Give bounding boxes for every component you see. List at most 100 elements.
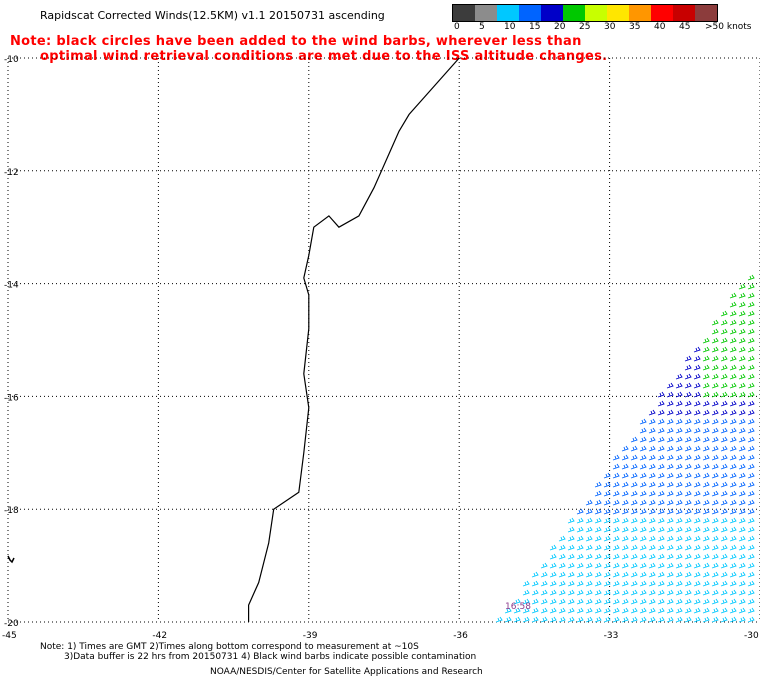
wind-barb [729, 490, 737, 497]
wind-barb [693, 364, 701, 371]
wind-barb [675, 517, 683, 524]
wind-barb [621, 589, 629, 596]
wind-barb [612, 553, 620, 560]
wind-barb [720, 373, 728, 380]
wind-barb [702, 409, 710, 416]
wind-barb [594, 508, 602, 515]
wind-barb [612, 463, 620, 470]
wind-barb [711, 400, 719, 407]
wind-barb [612, 481, 620, 488]
wind-barb [711, 382, 719, 389]
wind-barb [666, 454, 674, 461]
wind-barb [585, 508, 593, 515]
wind-barb [675, 571, 683, 578]
wind-barb [567, 598, 575, 605]
wind-barb [657, 490, 665, 497]
legend-tick: 5 [479, 22, 485, 32]
wind-barb [639, 553, 647, 560]
legend-tick: 0 [454, 22, 460, 32]
wind-barb [738, 292, 746, 299]
wind-barb [594, 553, 602, 560]
wind-barb [702, 481, 710, 488]
wind-barb [738, 463, 746, 470]
wind-barb [603, 589, 611, 596]
coastline [248, 57, 460, 622]
wind-barb [531, 571, 539, 578]
wind-barb [639, 616, 647, 623]
wind-barb [684, 571, 692, 578]
wind-barb [648, 544, 656, 551]
wind-barb [639, 544, 647, 551]
wind-barb [585, 544, 593, 551]
wind-barb [675, 463, 683, 470]
wind-barb [612, 508, 620, 515]
island-outline [7, 555, 15, 564]
wind-barb [567, 616, 575, 623]
wind-barb [576, 616, 584, 623]
wind-barb [585, 580, 593, 587]
wind-barb [702, 580, 710, 587]
wind-barb [540, 598, 548, 605]
wind-barb [720, 391, 728, 398]
wind-barb [738, 445, 746, 452]
wind-barb [720, 562, 728, 569]
wind-barb [666, 553, 674, 560]
wind-barb [666, 517, 674, 524]
wind-barb [522, 616, 530, 623]
lat-label: -12 [4, 168, 19, 178]
wind-barb [594, 526, 602, 533]
wind-barb [702, 607, 710, 614]
wind-barb [630, 436, 638, 443]
wind-barb [720, 427, 728, 434]
wind-barb [747, 328, 755, 335]
wind-barb [702, 571, 710, 578]
wind-barb [729, 472, 737, 479]
wind-barb [684, 589, 692, 596]
wind-barb [648, 463, 656, 470]
wind-barb [720, 544, 728, 551]
wind-barb [558, 553, 566, 560]
wind-barb [630, 535, 638, 542]
wind-barb [720, 517, 728, 524]
wind-barb [747, 490, 755, 497]
wind-barb [603, 616, 611, 623]
wind-barb [594, 616, 602, 623]
wind-barb [666, 382, 674, 389]
wind-barb [603, 499, 611, 506]
wind-barb [621, 544, 629, 551]
wind-barb [738, 337, 746, 344]
wind-barb [621, 499, 629, 506]
wind-barb [639, 562, 647, 569]
wind-barb [693, 499, 701, 506]
wind-barb [630, 571, 638, 578]
lat-label: -20 [4, 619, 19, 629]
wind-barb [648, 598, 656, 605]
wind-barb [738, 400, 746, 407]
wind-barb [576, 580, 584, 587]
wind-barb [711, 418, 719, 425]
wind-barb [585, 517, 593, 524]
wind-barb [612, 472, 620, 479]
wind-barb [711, 517, 719, 524]
wind-barb [648, 418, 656, 425]
wind-barb [747, 553, 755, 560]
wind-barb [720, 589, 728, 596]
wind-barb [711, 427, 719, 434]
wind-barb [576, 589, 584, 596]
wind-barb [747, 274, 755, 281]
wind-barb [594, 490, 602, 497]
wind-barb [603, 517, 611, 524]
wind-barb [729, 301, 737, 308]
legend-swatch [695, 5, 717, 21]
wind-barb [648, 472, 656, 479]
wind-barb [621, 553, 629, 560]
wind-barb [639, 454, 647, 461]
wind-barb [720, 535, 728, 542]
wind-barb [666, 427, 674, 434]
wind-barb [621, 535, 629, 542]
wind-barb [612, 571, 620, 578]
wind-barb [648, 571, 656, 578]
wind-barb [720, 571, 728, 578]
wind-barb [738, 310, 746, 317]
